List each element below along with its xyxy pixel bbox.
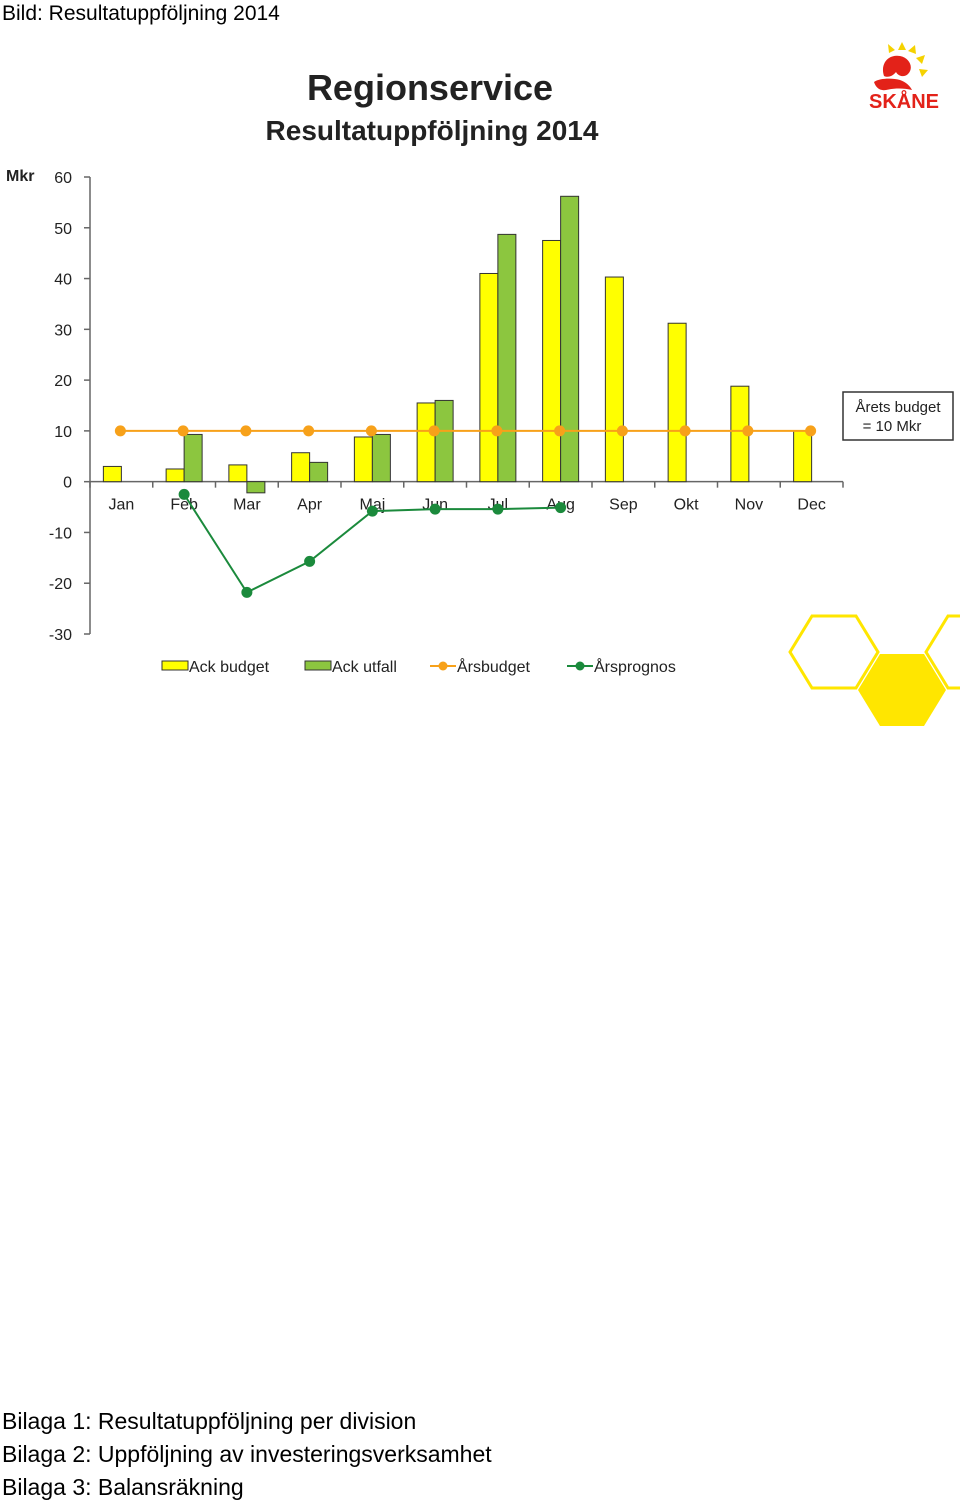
- y-tick-label: 30: [54, 322, 72, 339]
- series-point: [366, 505, 378, 517]
- x-tick-label: Dec: [797, 497, 825, 514]
- budget-note-box: [842, 391, 954, 441]
- series-point: [805, 425, 817, 437]
- y-tick-label: 50: [54, 221, 72, 238]
- legend-label: Ack budget: [189, 659, 270, 676]
- bar: [667, 322, 687, 483]
- hexagon-outline: [788, 614, 880, 690]
- x-tick-label: Mar: [233, 497, 261, 514]
- legend-marker: [438, 661, 448, 671]
- y-tick-label: 60: [54, 170, 72, 187]
- y-tick-label: -10: [49, 525, 72, 542]
- bar: [102, 465, 122, 483]
- bar: [353, 436, 373, 483]
- legend-marker: [575, 661, 585, 671]
- series-point: [616, 425, 628, 437]
- x-tick-label: Maj: [359, 497, 385, 514]
- y-tick-label: -20: [49, 576, 72, 593]
- series-point: [178, 488, 190, 500]
- bar: [371, 433, 391, 483]
- appendix-item: Bilaga 2: Uppföljning av investeringsver…: [2, 1441, 492, 1467]
- bar: [246, 481, 266, 494]
- hexagon-outline-partial: [924, 614, 960, 690]
- bar: [560, 195, 580, 483]
- y-axis-unit-label: Mkr: [6, 168, 34, 185]
- bar: [309, 461, 329, 483]
- series-point: [428, 425, 440, 437]
- series-point: [240, 425, 252, 437]
- series-point: [429, 503, 441, 515]
- y-tick-label: -30: [49, 627, 72, 644]
- figure-caption: Bild: Resultatuppföljning 2014: [2, 2, 280, 25]
- hexagon-pattern-icon: [788, 614, 960, 726]
- chart-subtitle: Resultatuppföljning 2014: [266, 115, 599, 146]
- chart-legend: Ack budget Ack utfall Årsbudget Årsprognos: [161, 657, 676, 676]
- appendix-item: Bilaga 3: Balansräkning: [2, 1474, 244, 1500]
- series-point: [555, 502, 567, 514]
- x-tick-label: Nov: [735, 497, 763, 514]
- x-tick-label: Feb: [170, 497, 198, 514]
- bar-series: [102, 195, 813, 494]
- legend-label: Ack utfall: [332, 659, 397, 676]
- bar: [291, 452, 311, 483]
- bar: [228, 464, 248, 483]
- y-tick-label: 40: [54, 272, 72, 289]
- series-point: [114, 425, 126, 437]
- series-point: [177, 425, 189, 437]
- y-tick-label: 10: [54, 424, 72, 441]
- legend-label: Årsprognos: [594, 657, 676, 676]
- budget-note: Årets budget = 10 Mkr: [842, 391, 954, 441]
- bar: [793, 430, 813, 483]
- series-point: [303, 425, 315, 437]
- x-tick-label: Sep: [609, 497, 638, 514]
- region-skane-griffin-icon: [874, 42, 928, 91]
- bar: [497, 233, 517, 483]
- x-tick-label: Jan: [108, 497, 134, 514]
- legend-swatch: [304, 660, 332, 671]
- y-tick-label: 0: [63, 475, 72, 492]
- bar: [604, 276, 624, 483]
- x-tick-label: Apr: [297, 497, 323, 514]
- budget-note-line-2: = 10 Mkr: [863, 418, 922, 435]
- bar: [434, 399, 454, 483]
- appendix-item: Bilaga 1: Resultatuppföljning per divisi…: [2, 1408, 417, 1434]
- series-point: [554, 425, 566, 437]
- logo-wordmark: SKÅNE: [869, 89, 939, 113]
- chart-title: Regionservice: [307, 67, 553, 108]
- region-skane-logo: SKÅNE: [869, 42, 939, 113]
- y-axis: 60 50 40 30 20 10 0 -10 -20 -30: [49, 170, 91, 644]
- results-chart: SKÅNE Regionservice Resultatuppföljning …: [0, 36, 960, 736]
- bar: [479, 272, 499, 483]
- series-point: [742, 425, 754, 437]
- series-point: [304, 555, 316, 567]
- series-point: [491, 425, 503, 437]
- series-point: [492, 503, 504, 515]
- bar: [542, 239, 562, 483]
- series-point: [679, 425, 691, 437]
- y-tick-label: 20: [54, 373, 72, 390]
- series-point: [365, 425, 377, 437]
- legend-label: Årsbudget: [457, 657, 530, 676]
- budget-note-line-1: Årets budget: [855, 399, 941, 416]
- hexagon-filled: [858, 654, 946, 726]
- bar: [165, 468, 185, 483]
- series-point: [241, 586, 253, 598]
- bar: [416, 402, 436, 483]
- bar: [183, 433, 203, 483]
- chart-canvas: SKÅNE Regionservice Resultatuppföljning …: [6, 42, 960, 726]
- legend-swatch: [161, 660, 189, 671]
- x-tick-label: Okt: [674, 497, 699, 514]
- line-series: [114, 425, 817, 598]
- appendix-list: Bilaga 1: Resultatuppföljning per divisi…: [2, 1405, 492, 1504]
